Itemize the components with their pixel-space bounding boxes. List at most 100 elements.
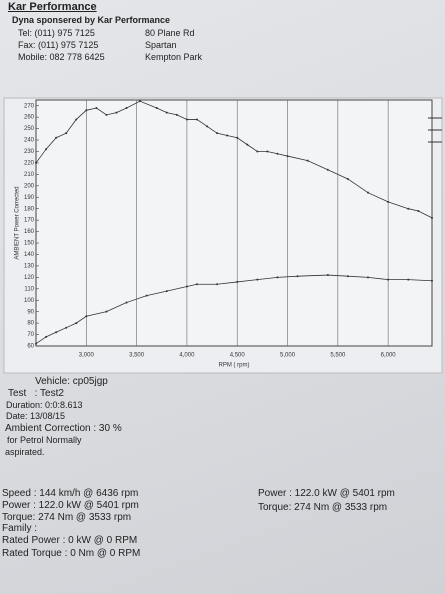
- summary-line: Torque: 274 Nm @ 3533 rpm: [258, 502, 388, 513]
- data-point: [195, 283, 198, 286]
- data-point: [85, 109, 88, 112]
- data-point: [387, 278, 390, 281]
- data-point: [236, 136, 239, 139]
- summary-line: Speed : 144 km/h @ 6436 rpm: [2, 488, 139, 499]
- summary-line: Power : 122.0 kW @ 5401 rpm: [2, 500, 139, 511]
- data-point: [115, 111, 118, 114]
- y-tick-label: 150: [24, 241, 35, 247]
- data-point: [367, 191, 370, 194]
- y-tick-label: 80: [27, 321, 34, 327]
- x-tick-label: 4,500: [230, 353, 246, 359]
- data-point: [226, 134, 229, 137]
- address: Kempton Park: [145, 52, 203, 62]
- address: 80 Plane Rd: [145, 28, 195, 38]
- data-point: [367, 276, 370, 279]
- y-tick-label: 220: [24, 161, 35, 167]
- data-point: [296, 275, 299, 278]
- tel: Tel: (011) 975 7125: [18, 28, 95, 38]
- data-point: [286, 155, 289, 158]
- data-point: [326, 274, 329, 277]
- data-point: [125, 107, 128, 110]
- y-tick-label: 210: [24, 172, 35, 178]
- info-line: Test : Test2: [8, 388, 64, 399]
- y-tick-label: 170: [24, 218, 35, 224]
- data-point: [407, 278, 410, 281]
- address: Spartan: [145, 40, 177, 50]
- plot-area: [35, 99, 433, 347]
- y-tick-label: 90: [27, 309, 34, 315]
- data-point: [75, 322, 78, 325]
- summary-line: Family :: [2, 523, 37, 534]
- y-tick-label: 120: [24, 275, 35, 281]
- data-point: [185, 118, 188, 121]
- y-tick-label: 70: [27, 332, 34, 338]
- y-tick-label: 250: [24, 126, 35, 132]
- data-point: [306, 159, 309, 162]
- data-point: [326, 168, 329, 171]
- data-point: [55, 136, 58, 139]
- data-point: [85, 315, 88, 318]
- y-tick-label: 180: [24, 206, 35, 212]
- y-tick-label: 230: [24, 149, 35, 155]
- data-point: [276, 152, 279, 155]
- y-tick-label: 160: [24, 229, 35, 235]
- data-point: [346, 177, 349, 180]
- data-point: [256, 278, 259, 281]
- data-point: [125, 301, 128, 304]
- data-point: [105, 310, 108, 313]
- data-point: [45, 335, 48, 338]
- data-point: [165, 111, 168, 114]
- summary-line: Torque: 274 Nm @ 3533 rpm: [2, 512, 132, 523]
- data-point: [407, 207, 410, 210]
- data-point: [138, 100, 141, 103]
- data-point: [431, 279, 433, 282]
- data-point: [236, 280, 239, 283]
- data-point: [175, 113, 178, 116]
- y-tick-label: 240: [24, 138, 35, 144]
- data-point: [75, 118, 78, 121]
- info-line: Vehicle: cp05jgp: [35, 376, 108, 387]
- data-point: [145, 294, 148, 297]
- y-tick-label: 110: [24, 286, 34, 292]
- data-point: [431, 216, 433, 219]
- x-tick-label: 3,500: [129, 353, 145, 359]
- y-tick-label: 60: [27, 344, 34, 350]
- info-line: for Petrol Normally: [7, 435, 82, 445]
- y-tick-label: 190: [24, 195, 35, 201]
- data-point: [195, 118, 198, 121]
- x-tick-label: 3,000: [79, 353, 95, 359]
- y-tick-label: 260: [24, 115, 35, 121]
- x-tick-label: 4,000: [179, 353, 195, 359]
- data-point: [65, 132, 68, 135]
- info-line: Duration: 0:0:8.613: [6, 400, 83, 410]
- data-point: [165, 290, 168, 293]
- data-point: [155, 107, 158, 110]
- y-tick-label: 200: [24, 183, 35, 189]
- x-axis-title: RPM ( rpm): [219, 363, 250, 369]
- info-line: Ambient Correction : 30 %: [5, 423, 122, 434]
- chart: AMBIENT Power Corrected RPM ( rpm) 60 70 8…: [3, 97, 443, 374]
- x-tick-label: 5,500: [330, 353, 346, 359]
- company: Kar Performance: [8, 1, 97, 13]
- data-point: [206, 125, 209, 128]
- data-point: [185, 285, 188, 288]
- data-point: [266, 150, 269, 153]
- x-tick-label: 6,000: [381, 353, 397, 359]
- data-point: [216, 132, 219, 135]
- data-point: [417, 209, 420, 212]
- info-line: Date: 13/08/15: [6, 411, 66, 421]
- summary-line: Power : 122.0 kW @ 5401 rpm: [258, 488, 395, 499]
- y-tick-label: 100: [24, 298, 35, 304]
- data-point: [95, 107, 98, 110]
- data-point: [246, 143, 249, 146]
- data-point: [216, 283, 219, 286]
- y-tick-label: 140: [24, 252, 35, 258]
- y-tick-label: 270: [24, 103, 35, 109]
- legend: [428, 117, 442, 143]
- fax: Fax: (011) 975 7125: [18, 40, 99, 50]
- data-point: [387, 200, 390, 203]
- data-point: [35, 161, 37, 164]
- data-point: [346, 275, 349, 278]
- x-tick-label: 5,000: [280, 353, 296, 359]
